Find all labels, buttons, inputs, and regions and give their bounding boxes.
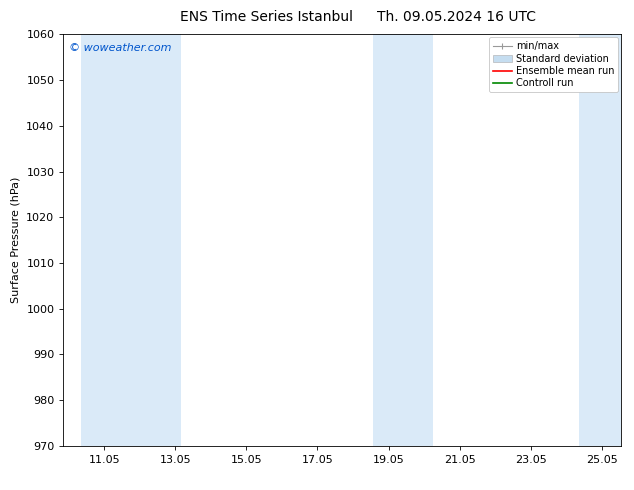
Bar [373, 34, 433, 446]
Text: ENS Time Series Istanbul: ENS Time Series Istanbul [180, 10, 353, 24]
Text: © woweather.com: © woweather.com [69, 43, 171, 52]
Text: Th. 09.05.2024 16 UTC: Th. 09.05.2024 16 UTC [377, 10, 536, 24]
Bar [579, 34, 621, 446]
Legend: min/max, Standard deviation, Ensemble mean run, Controll run: min/max, Standard deviation, Ensemble me… [489, 37, 618, 92]
Y-axis label: Surface Pressure (hPa): Surface Pressure (hPa) [11, 177, 21, 303]
Bar [81, 34, 181, 446]
